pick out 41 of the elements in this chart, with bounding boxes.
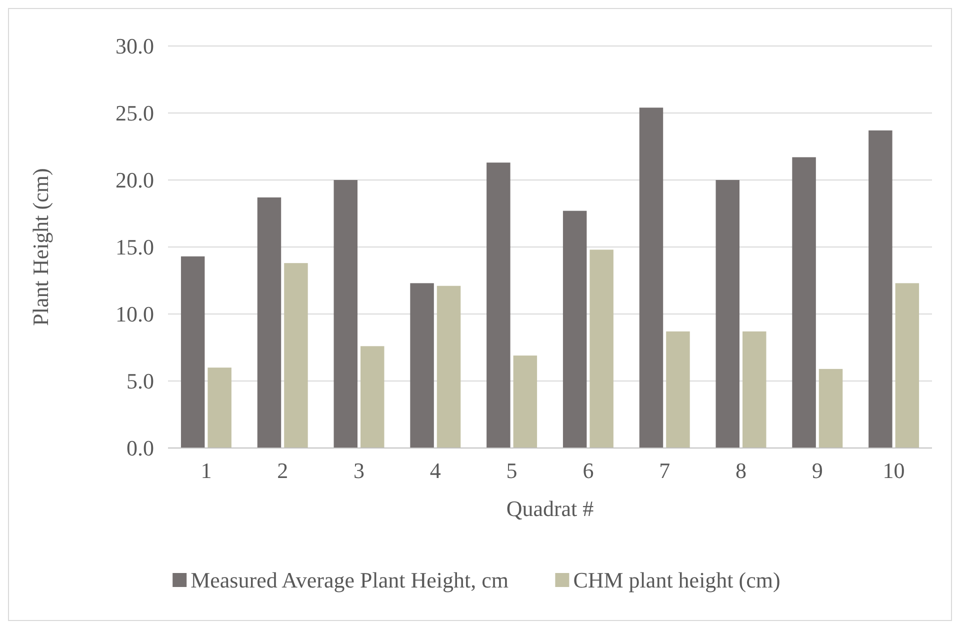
x-axis-title: Quadrat # — [506, 496, 594, 521]
bar — [818, 368, 843, 448]
bar — [180, 256, 205, 448]
bar — [486, 162, 510, 448]
bar — [590, 250, 614, 448]
y-tick-label: 25.0 — [116, 100, 154, 126]
x-tick-label: 4 — [430, 458, 441, 483]
legend-label: CHM plant height (cm) — [573, 568, 780, 593]
y-axis-title: Plant Height (cm) — [28, 168, 53, 326]
x-tick-label: 1 — [200, 458, 212, 483]
bar — [742, 331, 766, 448]
y-tick-label: 10.0 — [116, 302, 154, 327]
bar — [208, 368, 232, 448]
y-tick-label: 0.0 — [126, 436, 154, 461]
y-tick-label: 20.0 — [116, 168, 154, 193]
bar — [895, 283, 920, 448]
y-tick-label: 30.0 — [116, 34, 154, 59]
x-tick-label: 6 — [582, 458, 594, 483]
bar — [868, 130, 892, 448]
x-tick-label: 8 — [736, 458, 746, 483]
bar — [360, 346, 384, 448]
legend-label: Measured Average Plant Height, cm — [190, 568, 508, 593]
bar — [334, 180, 358, 448]
x-tick-label: 3 — [354, 458, 364, 483]
y-tick-label: 5.0 — [126, 368, 154, 394]
bar — [792, 157, 816, 448]
bar — [639, 108, 664, 448]
x-tick-label: 5 — [506, 458, 518, 483]
bar — [410, 283, 434, 448]
bar — [716, 180, 740, 448]
bar — [436, 286, 461, 448]
bar — [666, 331, 690, 448]
x-tick-label: 7 — [659, 458, 670, 483]
bar — [257, 197, 282, 448]
x-tick-label: 2 — [277, 458, 288, 483]
bar — [284, 263, 308, 448]
x-tick-label: 10 — [882, 458, 905, 483]
x-tick-label: 9 — [812, 458, 823, 483]
bar — [513, 356, 538, 448]
bar — [562, 210, 587, 448]
y-tick-label: 15.0 — [116, 234, 154, 260]
